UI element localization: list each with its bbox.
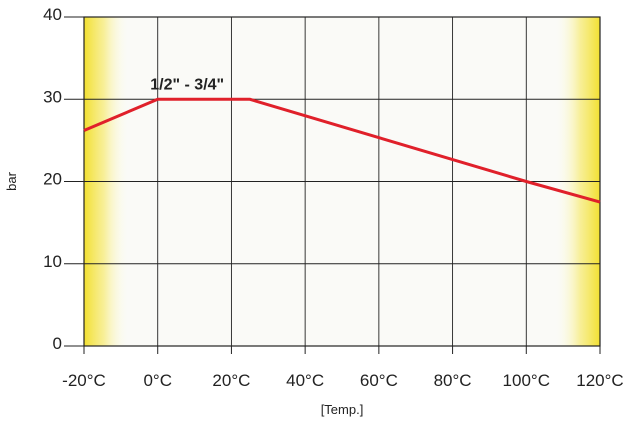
x-tick-label: 40°C — [286, 371, 324, 390]
y-axis-label: bar — [4, 171, 19, 190]
y-tick-label: 0 — [53, 334, 62, 353]
x-tick-label: 120°C — [576, 371, 623, 390]
y-tick-label: 40 — [43, 5, 62, 24]
x-tick-label: 60°C — [360, 371, 398, 390]
x-axis-label: [Temp.] — [321, 402, 364, 417]
x-tick-label: 0°C — [143, 371, 172, 390]
annotations: 1/2" - 3/4" — [150, 76, 224, 93]
annotation-label: 1/2" - 3/4" — [150, 76, 224, 93]
x-tick-label: -20°C — [62, 371, 106, 390]
x-tick-label: 100°C — [503, 371, 550, 390]
axis-ticks: -20°C 0°C 20°C 40°C 60°C 80°C 100°C 120°C 0 10 20 3… — [43, 5, 624, 390]
y-tick-label: 30 — [43, 87, 62, 106]
y-tick-label: 10 — [43, 252, 62, 271]
y-tick-label: 20 — [43, 170, 62, 189]
x-tick-label: 20°C — [212, 371, 250, 390]
series-layer — [83, 97, 601, 204]
x-tick-label: 80°C — [434, 371, 472, 390]
